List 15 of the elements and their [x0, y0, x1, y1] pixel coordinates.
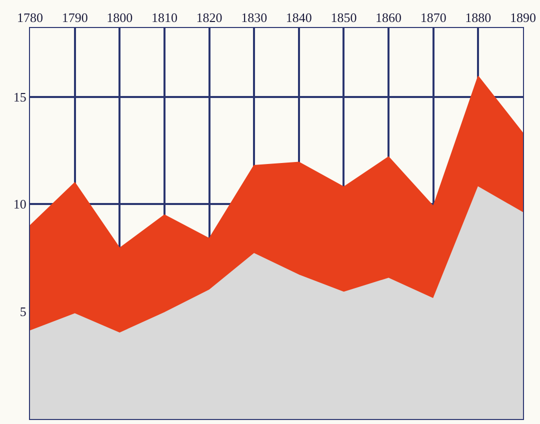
x-tick-label: 1870	[420, 10, 446, 25]
y-tick-label: 10	[13, 196, 26, 212]
y-tick-label: 5	[20, 304, 26, 320]
y-tick-label: 15	[13, 89, 26, 104]
x-tick-label: 1850	[330, 10, 357, 25]
x-tick-label: 1860	[376, 10, 402, 25]
x-tick-label: 1890	[510, 10, 536, 25]
x-tick-label: 1780	[17, 10, 43, 25]
x-tick-label: 1880	[465, 10, 492, 25]
x-tick-label: 1830	[241, 10, 268, 25]
x-tick-label: 1800	[106, 10, 133, 25]
x-tick-label: 1790	[62, 10, 88, 25]
x-tick-label: 1810	[151, 10, 178, 25]
x-tick-label: 1840	[286, 10, 312, 25]
x-tick-label: 1820	[196, 10, 222, 25]
